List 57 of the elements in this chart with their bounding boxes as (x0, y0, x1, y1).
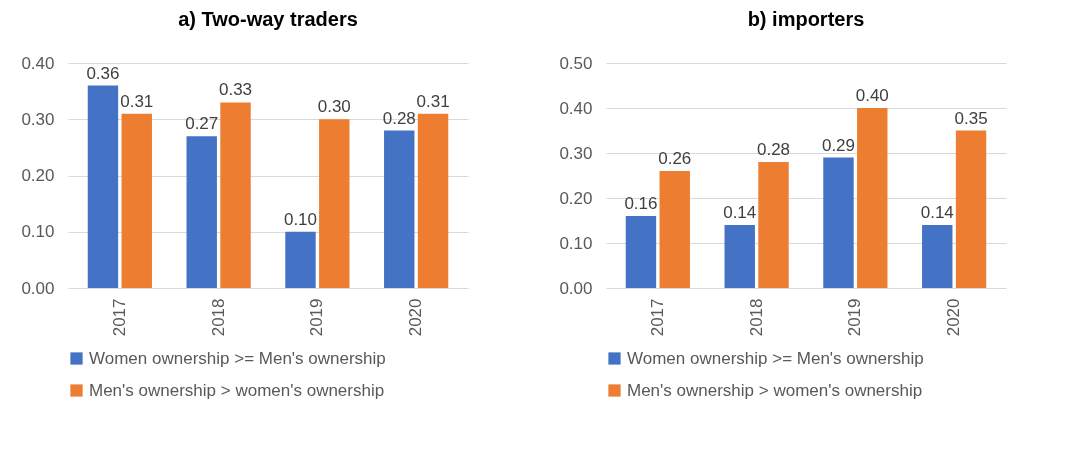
legend-label: Men's ownership > women's ownership (89, 380, 385, 400)
y-tick-label: 0.00 (21, 278, 55, 298)
bar (417, 113, 449, 288)
y-tick-label: 0.20 (21, 166, 55, 185)
legend-label: Men's ownership > women's ownership (627, 380, 923, 400)
legend-label: Women ownership >= Men's ownership (627, 348, 924, 368)
data-label: 0.33 (218, 80, 253, 100)
bar (625, 216, 657, 288)
bar (823, 157, 854, 288)
chart-title: b) importers (747, 8, 865, 30)
x-tick-label: 2020 (944, 298, 964, 337)
data-label: 0.29 (821, 135, 856, 155)
x-tick-label: 2019 (307, 298, 327, 337)
bar (922, 225, 953, 288)
data-label: 0.26 (658, 149, 692, 168)
y-tick-label: 0.10 (21, 222, 55, 242)
y-tick-label: 0.30 (21, 109, 55, 129)
bar (857, 108, 888, 288)
data-label: 0.10 (283, 209, 318, 229)
bar (758, 162, 789, 288)
legend-label: Women ownership >= Men's ownership (89, 348, 386, 368)
bar (87, 85, 119, 288)
data-label: 0.14 (723, 203, 757, 222)
data-label: 0.30 (317, 97, 351, 117)
bar (220, 102, 251, 288)
data-label: 0.28 (382, 108, 416, 128)
y-tick-label: 0.30 (559, 143, 593, 163)
data-label: 0.36 (86, 63, 120, 83)
x-tick-label: 2018 (208, 298, 228, 337)
x-tick-label: 2017 (647, 298, 667, 337)
bar (319, 119, 350, 288)
data-label: 0.35 (954, 108, 988, 128)
bar (285, 231, 316, 288)
y-tick-label: 0.20 (559, 188, 593, 208)
y-tick-label: 0.40 (559, 98, 593, 118)
chart-title: a) Two-way traders (178, 8, 358, 30)
data-label: 0.16 (624, 194, 658, 213)
bar (121, 113, 152, 288)
x-tick-label: 2017 (109, 298, 129, 337)
data-label: 0.31 (416, 91, 450, 111)
data-label: 0.28 (756, 140, 791, 159)
data-label: 0.27 (185, 114, 219, 134)
data-label: 0.40 (855, 86, 889, 105)
bar (659, 171, 690, 288)
y-tick-label: 0.00 (559, 278, 593, 298)
bar (186, 136, 217, 288)
x-tick-label: 2019 (845, 298, 865, 337)
bar (724, 225, 755, 288)
bar (384, 130, 415, 288)
x-tick-label: 2020 (406, 298, 426, 337)
data-label: 0.31 (120, 91, 154, 111)
x-tick-label: 2018 (746, 298, 766, 337)
y-tick-label: 0.10 (559, 233, 593, 253)
data-label: 0.14 (920, 203, 954, 222)
bar (955, 130, 987, 288)
y-tick-label: 0.40 (21, 53, 55, 73)
y-tick-label: 0.50 (559, 53, 593, 73)
